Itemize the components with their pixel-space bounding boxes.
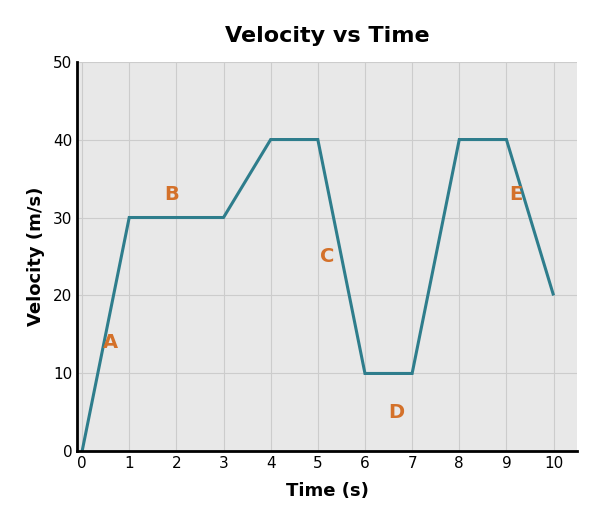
- Text: D: D: [389, 403, 405, 422]
- Text: A: A: [104, 333, 118, 352]
- Text: C: C: [320, 247, 334, 266]
- Text: B: B: [165, 185, 179, 204]
- Text: E: E: [509, 185, 522, 204]
- Title: Velocity vs Time: Velocity vs Time: [225, 26, 430, 46]
- Y-axis label: Velocity (m/s): Velocity (m/s): [27, 187, 45, 326]
- X-axis label: Time (s): Time (s): [286, 482, 369, 500]
